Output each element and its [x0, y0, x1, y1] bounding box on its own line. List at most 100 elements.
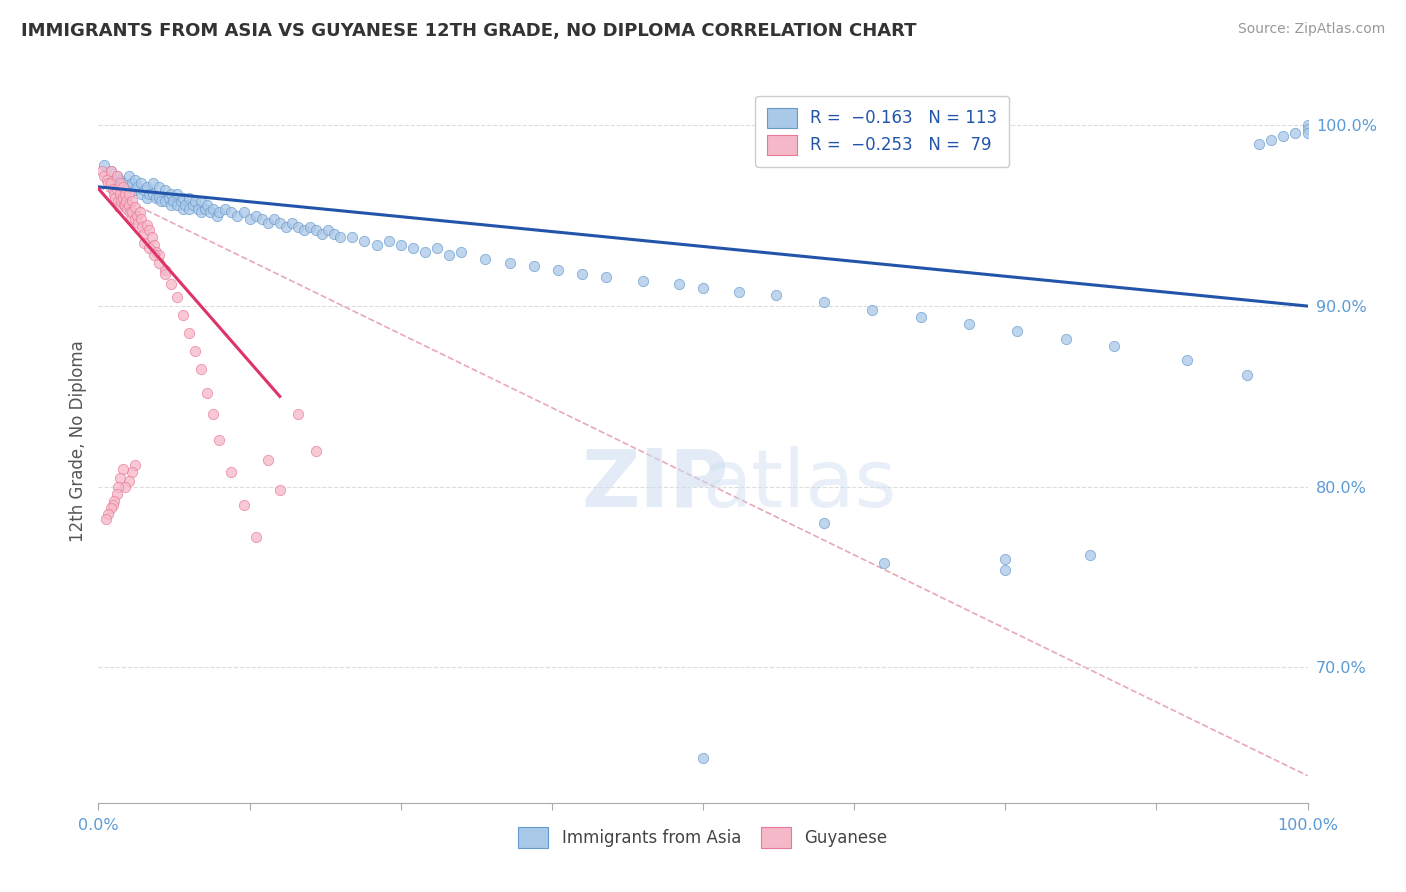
- Point: [153, 267, 176, 281]
- Point: [100, 501, 122, 516]
- Point: [129, 187, 152, 202]
- Point: [134, 235, 156, 250]
- Point: [547, 263, 569, 277]
- Point: [184, 194, 207, 209]
- Point: [202, 202, 225, 216]
- Legend: Immigrants from Asia, Guyanese: Immigrants from Asia, Guyanese: [506, 816, 900, 860]
- Point: [162, 194, 184, 209]
- Point: [114, 181, 136, 195]
- Point: [127, 179, 149, 194]
- Point: [105, 487, 128, 501]
- Point: [232, 205, 254, 219]
- Point: [256, 216, 278, 230]
- Point: [96, 172, 118, 186]
- Point: [523, 260, 546, 274]
- Point: [111, 191, 134, 205]
- Point: [114, 187, 136, 202]
- Point: [145, 244, 167, 259]
- Point: [172, 202, 194, 216]
- Point: [402, 241, 425, 255]
- Point: [103, 494, 125, 508]
- Point: [160, 277, 183, 292]
- Point: [1078, 549, 1101, 563]
- Point: [1296, 119, 1319, 133]
- Point: [226, 209, 249, 223]
- Text: atlas: atlas: [703, 446, 897, 524]
- Point: [118, 475, 141, 489]
- Point: [91, 163, 114, 178]
- Point: [101, 181, 124, 195]
- Point: [93, 169, 115, 183]
- Point: [994, 552, 1017, 566]
- Point: [187, 202, 209, 216]
- Text: ZIP: ZIP: [581, 446, 728, 524]
- Point: [166, 198, 188, 212]
- Point: [124, 212, 146, 227]
- Point: [107, 194, 129, 209]
- Point: [450, 244, 472, 259]
- Point: [148, 256, 170, 270]
- Point: [110, 194, 132, 209]
- Point: [108, 172, 131, 186]
- Point: [127, 216, 149, 230]
- Point: [728, 285, 751, 299]
- Point: [114, 198, 136, 212]
- Point: [316, 223, 339, 237]
- Point: [389, 237, 412, 252]
- Point: [108, 176, 131, 190]
- Point: [138, 241, 160, 255]
- Point: [118, 169, 141, 183]
- Point: [111, 461, 134, 475]
- Point: [957, 317, 980, 331]
- Point: [97, 176, 120, 190]
- Point: [107, 480, 129, 494]
- Point: [153, 194, 176, 209]
- Point: [498, 256, 520, 270]
- Point: [115, 194, 138, 209]
- Point: [120, 212, 142, 227]
- Point: [1249, 136, 1271, 151]
- Point: [873, 556, 896, 570]
- Point: [860, 302, 883, 317]
- Point: [813, 295, 835, 310]
- Point: [765, 288, 787, 302]
- Point: [138, 223, 160, 237]
- Point: [214, 202, 236, 216]
- Point: [121, 176, 143, 190]
- Point: [195, 385, 218, 400]
- Point: [93, 158, 115, 172]
- Point: [668, 277, 690, 292]
- Point: [631, 274, 654, 288]
- Point: [239, 212, 262, 227]
- Point: [342, 230, 364, 244]
- Point: [305, 223, 328, 237]
- Point: [143, 237, 166, 252]
- Point: [118, 179, 141, 194]
- Point: [287, 408, 309, 422]
- Point: [169, 194, 191, 209]
- Point: [377, 234, 399, 248]
- Point: [129, 176, 152, 190]
- Point: [100, 163, 122, 178]
- Point: [323, 227, 346, 241]
- Point: [181, 198, 204, 212]
- Point: [250, 212, 273, 227]
- Point: [245, 209, 267, 223]
- Point: [190, 362, 212, 376]
- Point: [150, 194, 173, 209]
- Point: [1175, 353, 1198, 368]
- Point: [108, 200, 131, 214]
- Point: [124, 172, 146, 186]
- Point: [118, 187, 141, 202]
- Point: [108, 470, 131, 484]
- Point: [143, 248, 166, 262]
- Point: [166, 290, 188, 304]
- Point: [160, 187, 183, 202]
- Point: [194, 202, 217, 216]
- Point: [142, 187, 165, 202]
- Point: [129, 212, 152, 227]
- Point: [114, 480, 136, 494]
- Point: [571, 267, 593, 281]
- Point: [160, 198, 183, 212]
- Point: [426, 241, 449, 255]
